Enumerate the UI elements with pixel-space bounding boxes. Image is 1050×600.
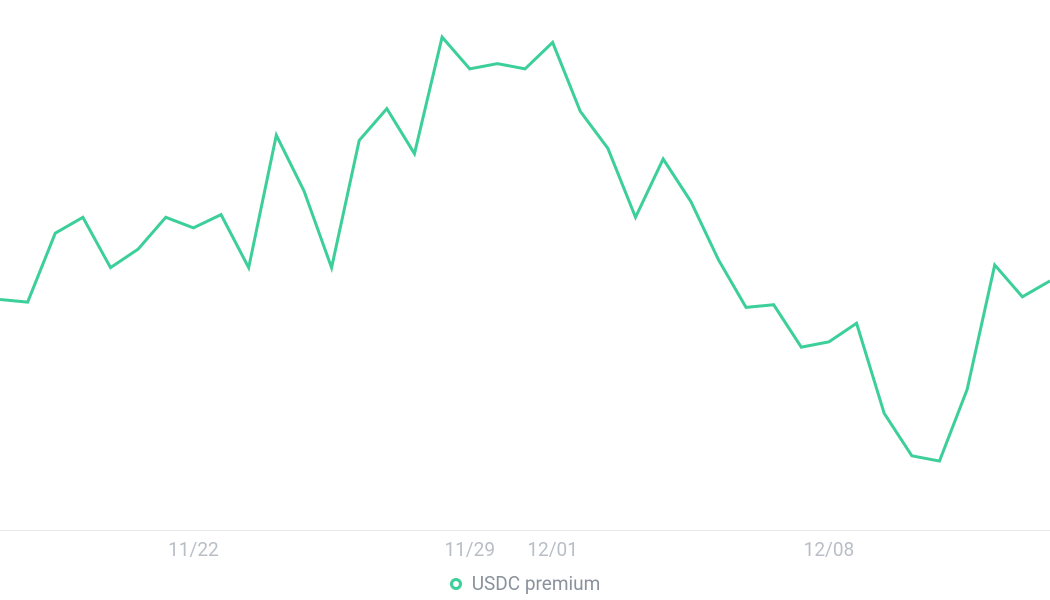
chart-legend: USDC premium: [0, 572, 1050, 595]
usdc-premium-chart: 11/22 11/29 12/01 12/08 USDC premium: [0, 0, 1050, 600]
x-tick-label: 11/22: [168, 538, 219, 561]
series-line-usdc-premium: [0, 37, 1050, 461]
legend-label: USDC premium: [472, 572, 601, 595]
x-tick-label: 12/08: [804, 538, 855, 561]
x-tick-label: 11/29: [444, 538, 495, 561]
chart-svg: 11/22 11/29 12/01 12/08: [0, 0, 1050, 600]
legend-marker-circle-icon: [450, 578, 462, 590]
x-tick-label: 12/01: [527, 538, 578, 561]
